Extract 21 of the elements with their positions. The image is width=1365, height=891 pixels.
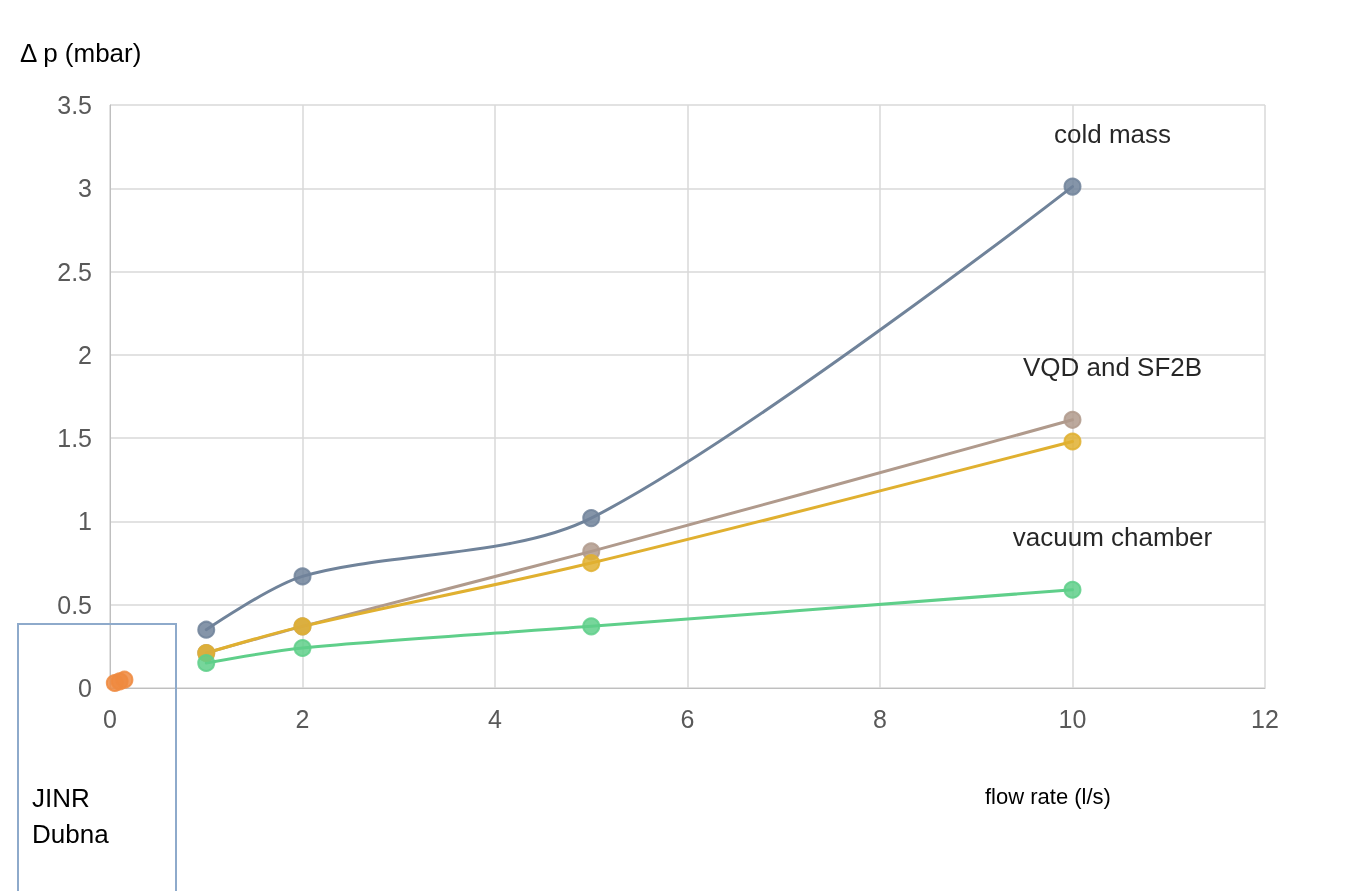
- y-tick-label: 0.5: [57, 590, 92, 619]
- series-label: vacuum chamber: [1012, 521, 1213, 552]
- x-tick-label: 2: [295, 704, 310, 733]
- y-tick-label: 2: [78, 340, 92, 369]
- y-tick-label: 0: [78, 674, 92, 702]
- x-tick-label: 4: [488, 704, 503, 733]
- y-tick-label: 2.5: [57, 257, 92, 286]
- x-tick-label: 8: [873, 704, 887, 733]
- x-tick-label: 0: [103, 704, 117, 733]
- text: JINR Dubna: [32, 783, 110, 849]
- y-axis-title: Δ p (mbar): [20, 38, 142, 68]
- y-tick-label: 3.5: [57, 91, 92, 119]
- x-tick-label: 12: [1251, 704, 1279, 733]
- x-tick-label: 6: [680, 704, 695, 733]
- y-tick-label: 1: [78, 507, 92, 536]
- series-label: cold mass: [1053, 118, 1172, 149]
- series-label: VQD and SF2B: [1022, 351, 1203, 382]
- y-tick-label: 3: [78, 174, 92, 203]
- y-tick-label: 1.5: [57, 424, 92, 453]
- x-axis-title: flow rate (l/s): [985, 783, 1111, 809]
- x-tick-label: 10: [1058, 704, 1087, 733]
